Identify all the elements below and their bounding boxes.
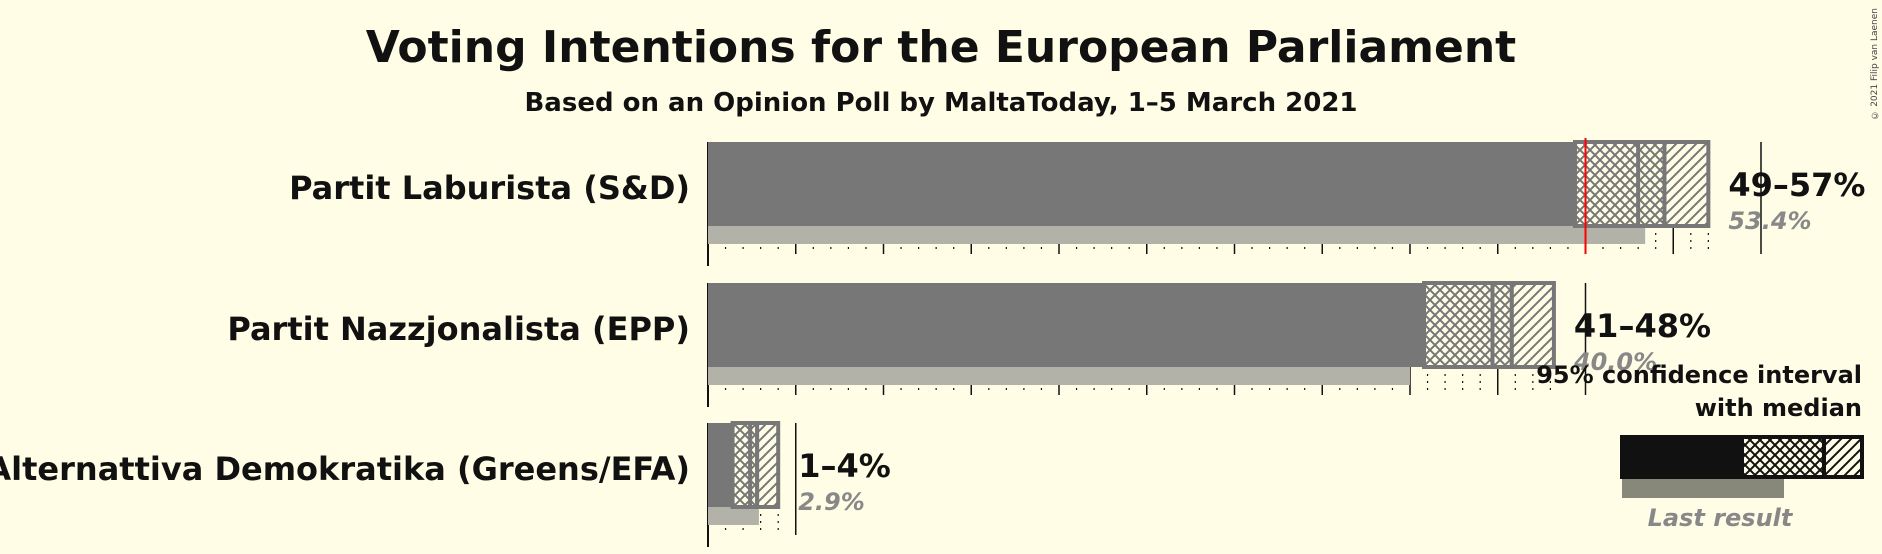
chart-subtitle: Based on an Opinion Poll by MaltaToday, …	[524, 88, 1358, 118]
legend-text-line2: with median	[1695, 394, 1862, 422]
chart-title: Voting Intentions for the European Parli…	[365, 22, 1517, 73]
category-label: Partit Nazzjonalista (EPP)	[227, 310, 690, 348]
interval-label: 49–57%	[1728, 166, 1865, 204]
legend-solid-swatch	[1620, 435, 1742, 479]
party-row: Alternattiva Demokratika (Greens/EFA) 1–4…	[0, 421, 891, 547]
last-result-label: 40.0%	[1573, 348, 1657, 376]
legend-text-line1: 95% confidence interval	[1536, 361, 1862, 389]
legend-last-result-label: Last result	[1648, 504, 1794, 532]
legend-ci95-swatch	[1822, 435, 1864, 479]
party-row: Partit Laburista (S&D) 49–57% 53.4%	[289, 138, 1865, 266]
ci95-hatched	[1509, 281, 1556, 369]
legend-ci80-swatch	[1740, 435, 1826, 479]
last-result-label: 53.4%	[1728, 207, 1811, 235]
ci80-hatched	[1572, 140, 1667, 228]
interval-label: 41–48%	[1574, 307, 1711, 345]
category-label: Partit Laburista (S&D)	[289, 169, 690, 207]
ci95-hatched	[1662, 140, 1711, 228]
interval-label: 1–4%	[798, 447, 891, 485]
ci80-hatched	[730, 421, 760, 509]
bar-solid	[708, 142, 1575, 226]
ci80-hatched	[1422, 281, 1514, 369]
last-result-label: 2.9%	[798, 488, 865, 516]
legend-last-result-swatch	[1622, 478, 1784, 498]
category-label: Alternattiva Demokratika (Greens/EFA)	[0, 450, 690, 488]
bar-solid	[708, 283, 1425, 367]
ci95-hatched	[755, 421, 781, 509]
legend: 95% confidence interval with median Last r…	[1536, 361, 1864, 532]
bar-solid	[708, 423, 733, 507]
party-row: Partit Nazzjonalista (EPP) 41–48% 40.0%	[227, 281, 1711, 407]
